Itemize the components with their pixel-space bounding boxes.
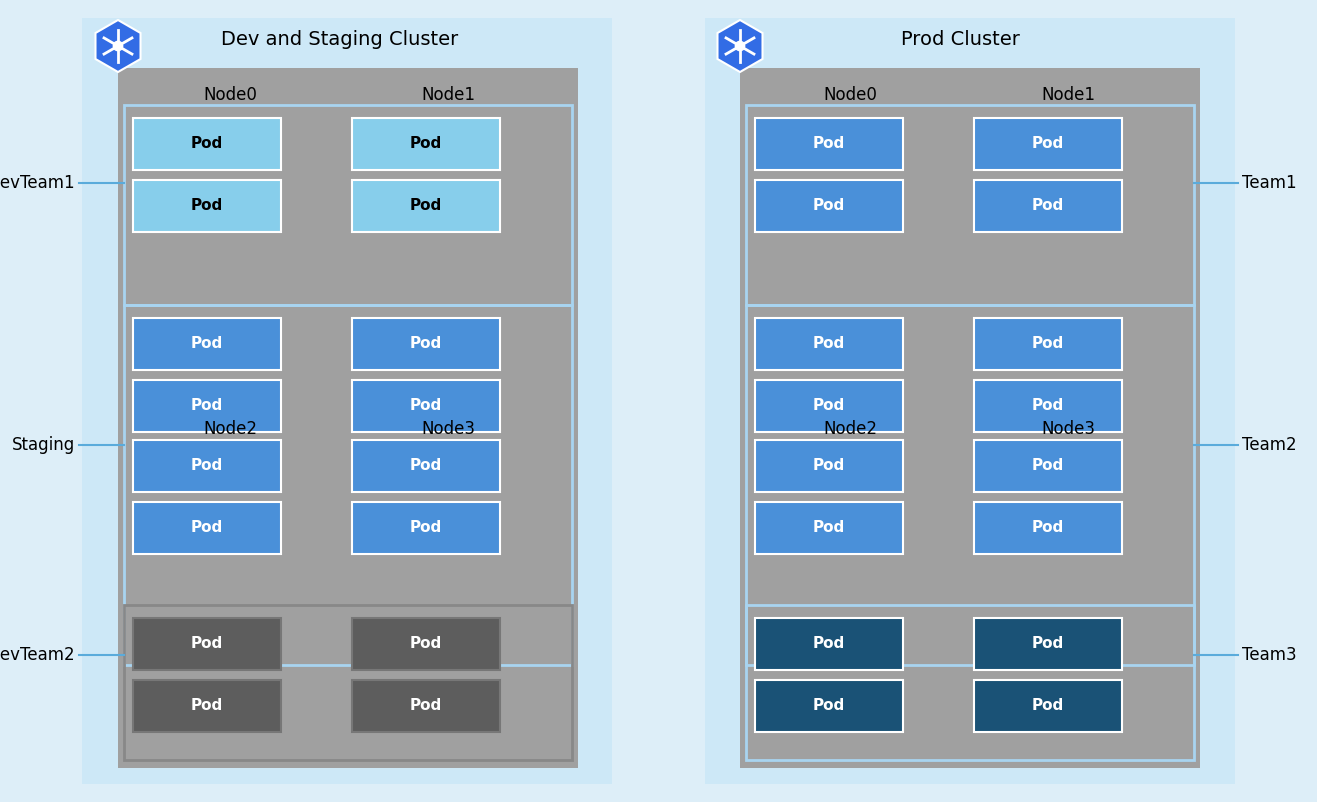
- Text: Pod: Pod: [813, 459, 846, 473]
- Polygon shape: [718, 20, 763, 72]
- Bar: [975, 440, 1122, 492]
- Text: Pod: Pod: [191, 699, 223, 714]
- Bar: [352, 118, 500, 170]
- Text: Pod: Pod: [191, 337, 223, 351]
- Text: Node3: Node3: [421, 420, 475, 438]
- Text: Pod: Pod: [410, 459, 443, 473]
- Text: Team3: Team3: [1242, 646, 1297, 664]
- Text: Node3: Node3: [1040, 420, 1094, 438]
- Text: Pod: Pod: [1033, 199, 1064, 213]
- Text: Pod: Pod: [1033, 520, 1064, 536]
- Text: DevTeam2: DevTeam2: [0, 646, 75, 664]
- Bar: [133, 618, 281, 670]
- Bar: [745, 605, 1195, 760]
- Bar: [705, 18, 1235, 784]
- Bar: [755, 680, 903, 732]
- Bar: [975, 180, 1122, 232]
- Text: Node1: Node1: [1040, 86, 1094, 104]
- Text: Pod: Pod: [813, 699, 846, 714]
- Bar: [352, 680, 500, 732]
- Text: Pod: Pod: [813, 399, 846, 414]
- Text: Node1: Node1: [421, 86, 475, 104]
- Bar: [755, 440, 903, 492]
- Polygon shape: [96, 20, 141, 72]
- Bar: [352, 440, 500, 492]
- Bar: [352, 380, 500, 432]
- Text: Pod: Pod: [813, 520, 846, 536]
- Text: Pod: Pod: [1033, 459, 1064, 473]
- Bar: [745, 105, 1195, 305]
- Bar: [119, 68, 578, 768]
- Text: Staging: Staging: [12, 436, 75, 454]
- Bar: [82, 18, 612, 784]
- Text: Node0: Node0: [203, 86, 257, 104]
- Bar: [133, 180, 281, 232]
- Bar: [755, 118, 903, 170]
- Text: Pod: Pod: [191, 637, 223, 651]
- Text: Pod: Pod: [1033, 399, 1064, 414]
- Text: Pod: Pod: [813, 337, 846, 351]
- Text: Pod: Pod: [410, 399, 443, 414]
- Text: Pod: Pod: [410, 520, 443, 536]
- Text: Pod: Pod: [410, 199, 443, 213]
- Bar: [352, 180, 500, 232]
- Bar: [975, 118, 1122, 170]
- Text: Pod: Pod: [410, 337, 443, 351]
- Text: DevTeam1: DevTeam1: [0, 174, 75, 192]
- Text: Team1: Team1: [1242, 174, 1297, 192]
- Bar: [975, 680, 1122, 732]
- Bar: [133, 502, 281, 554]
- Text: Pod: Pod: [1033, 337, 1064, 351]
- Bar: [133, 118, 281, 170]
- Circle shape: [113, 42, 122, 51]
- Bar: [755, 318, 903, 370]
- Text: Pod: Pod: [813, 136, 846, 152]
- Bar: [352, 502, 500, 554]
- Text: Pod: Pod: [191, 520, 223, 536]
- Bar: [975, 618, 1122, 670]
- Text: Pod: Pod: [1033, 136, 1064, 152]
- Bar: [975, 502, 1122, 554]
- Text: Node2: Node2: [823, 420, 877, 438]
- Text: Pod: Pod: [191, 199, 223, 213]
- Text: Pod: Pod: [813, 199, 846, 213]
- Text: Pod: Pod: [813, 637, 846, 651]
- Text: Pod: Pod: [1033, 637, 1064, 651]
- Bar: [133, 440, 281, 492]
- Bar: [133, 318, 281, 370]
- Bar: [975, 380, 1122, 432]
- Circle shape: [735, 42, 744, 51]
- Text: Team2: Team2: [1242, 436, 1297, 454]
- Text: Pod: Pod: [191, 136, 223, 152]
- Text: Pod: Pod: [191, 459, 223, 473]
- Text: Node0: Node0: [823, 86, 877, 104]
- Bar: [745, 305, 1195, 665]
- Bar: [975, 318, 1122, 370]
- Text: Pod: Pod: [410, 699, 443, 714]
- Text: Prod Cluster: Prod Cluster: [901, 30, 1019, 49]
- Text: Pod: Pod: [191, 399, 223, 414]
- Bar: [740, 68, 1200, 768]
- Bar: [352, 618, 500, 670]
- Bar: [755, 502, 903, 554]
- Bar: [133, 380, 281, 432]
- Text: Dev and Staging Cluster: Dev and Staging Cluster: [221, 30, 458, 49]
- Bar: [124, 605, 572, 760]
- Bar: [124, 305, 572, 665]
- Bar: [755, 180, 903, 232]
- Text: Node2: Node2: [203, 420, 257, 438]
- Text: Pod: Pod: [1033, 699, 1064, 714]
- Bar: [124, 105, 572, 305]
- Bar: [352, 318, 500, 370]
- Text: Pod: Pod: [410, 637, 443, 651]
- Bar: [755, 618, 903, 670]
- Text: Pod: Pod: [410, 136, 443, 152]
- Bar: [133, 680, 281, 732]
- Bar: [755, 380, 903, 432]
